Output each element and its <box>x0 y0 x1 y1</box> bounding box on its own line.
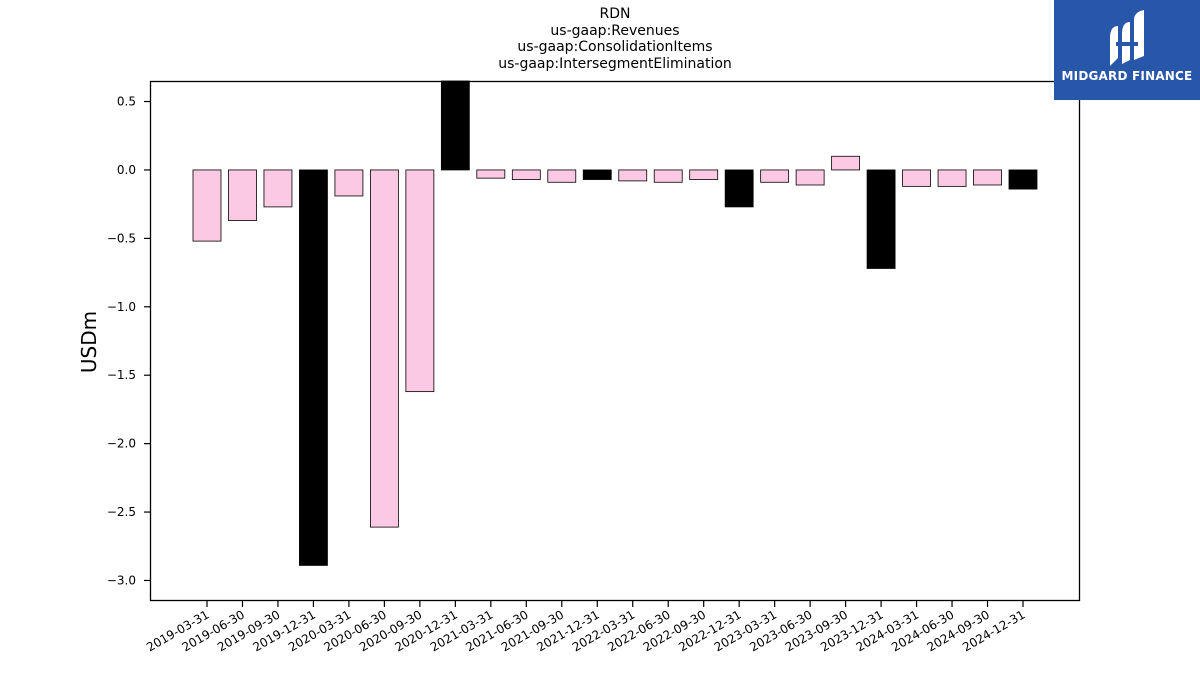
y-tick-label: 0.0 <box>117 163 136 177</box>
bar <box>866 169 896 269</box>
bar <box>831 155 861 171</box>
bar <box>973 169 1002 186</box>
bar <box>440 80 470 171</box>
chart-title: RDN us-gaap:Revenues us-gaap:Consolidati… <box>150 6 1080 72</box>
bar <box>618 169 648 182</box>
y-tick-label: −1.5 <box>107 368 136 382</box>
bar <box>724 169 754 208</box>
chart-title-line: RDN <box>599 6 631 22</box>
bar <box>192 169 222 242</box>
y-tick-label: −1.0 <box>107 300 136 314</box>
bar <box>689 169 719 180</box>
chart-title-line: us-gaap:ConsolidationItems <box>517 39 713 55</box>
plot-frame <box>149 80 1081 602</box>
bar <box>511 169 541 180</box>
bar <box>228 169 257 221</box>
bar <box>582 169 612 180</box>
bar <box>369 169 399 528</box>
y-tick-label: −3.0 <box>107 573 136 587</box>
bar <box>263 169 293 208</box>
brand-logo-text: MIDGARD FINANCE <box>1061 69 1193 83</box>
y-tick-label: 0.5 <box>117 95 136 109</box>
bar <box>1008 169 1038 190</box>
y-tick-label: −0.5 <box>107 231 136 245</box>
y-axis-label: USDm <box>77 311 101 373</box>
brand-logo: MIDGARD FINANCE <box>1054 0 1200 100</box>
bar <box>299 169 328 566</box>
bar <box>547 169 577 183</box>
midgard-logo-icon <box>1110 10 1144 66</box>
bar <box>653 169 683 183</box>
bar <box>476 169 506 179</box>
bar <box>334 169 364 197</box>
chart-title-line: us-gaap:Revenues <box>550 22 680 39</box>
bar <box>795 169 825 186</box>
y-tick-label: −2.0 <box>107 437 136 451</box>
bar <box>760 169 790 183</box>
bar <box>937 169 967 187</box>
bar <box>405 169 435 393</box>
y-tick-label: −2.5 <box>107 505 136 519</box>
bar <box>902 169 931 187</box>
chart-title-line: us-gaap:IntersegmentElimination <box>498 55 732 72</box>
